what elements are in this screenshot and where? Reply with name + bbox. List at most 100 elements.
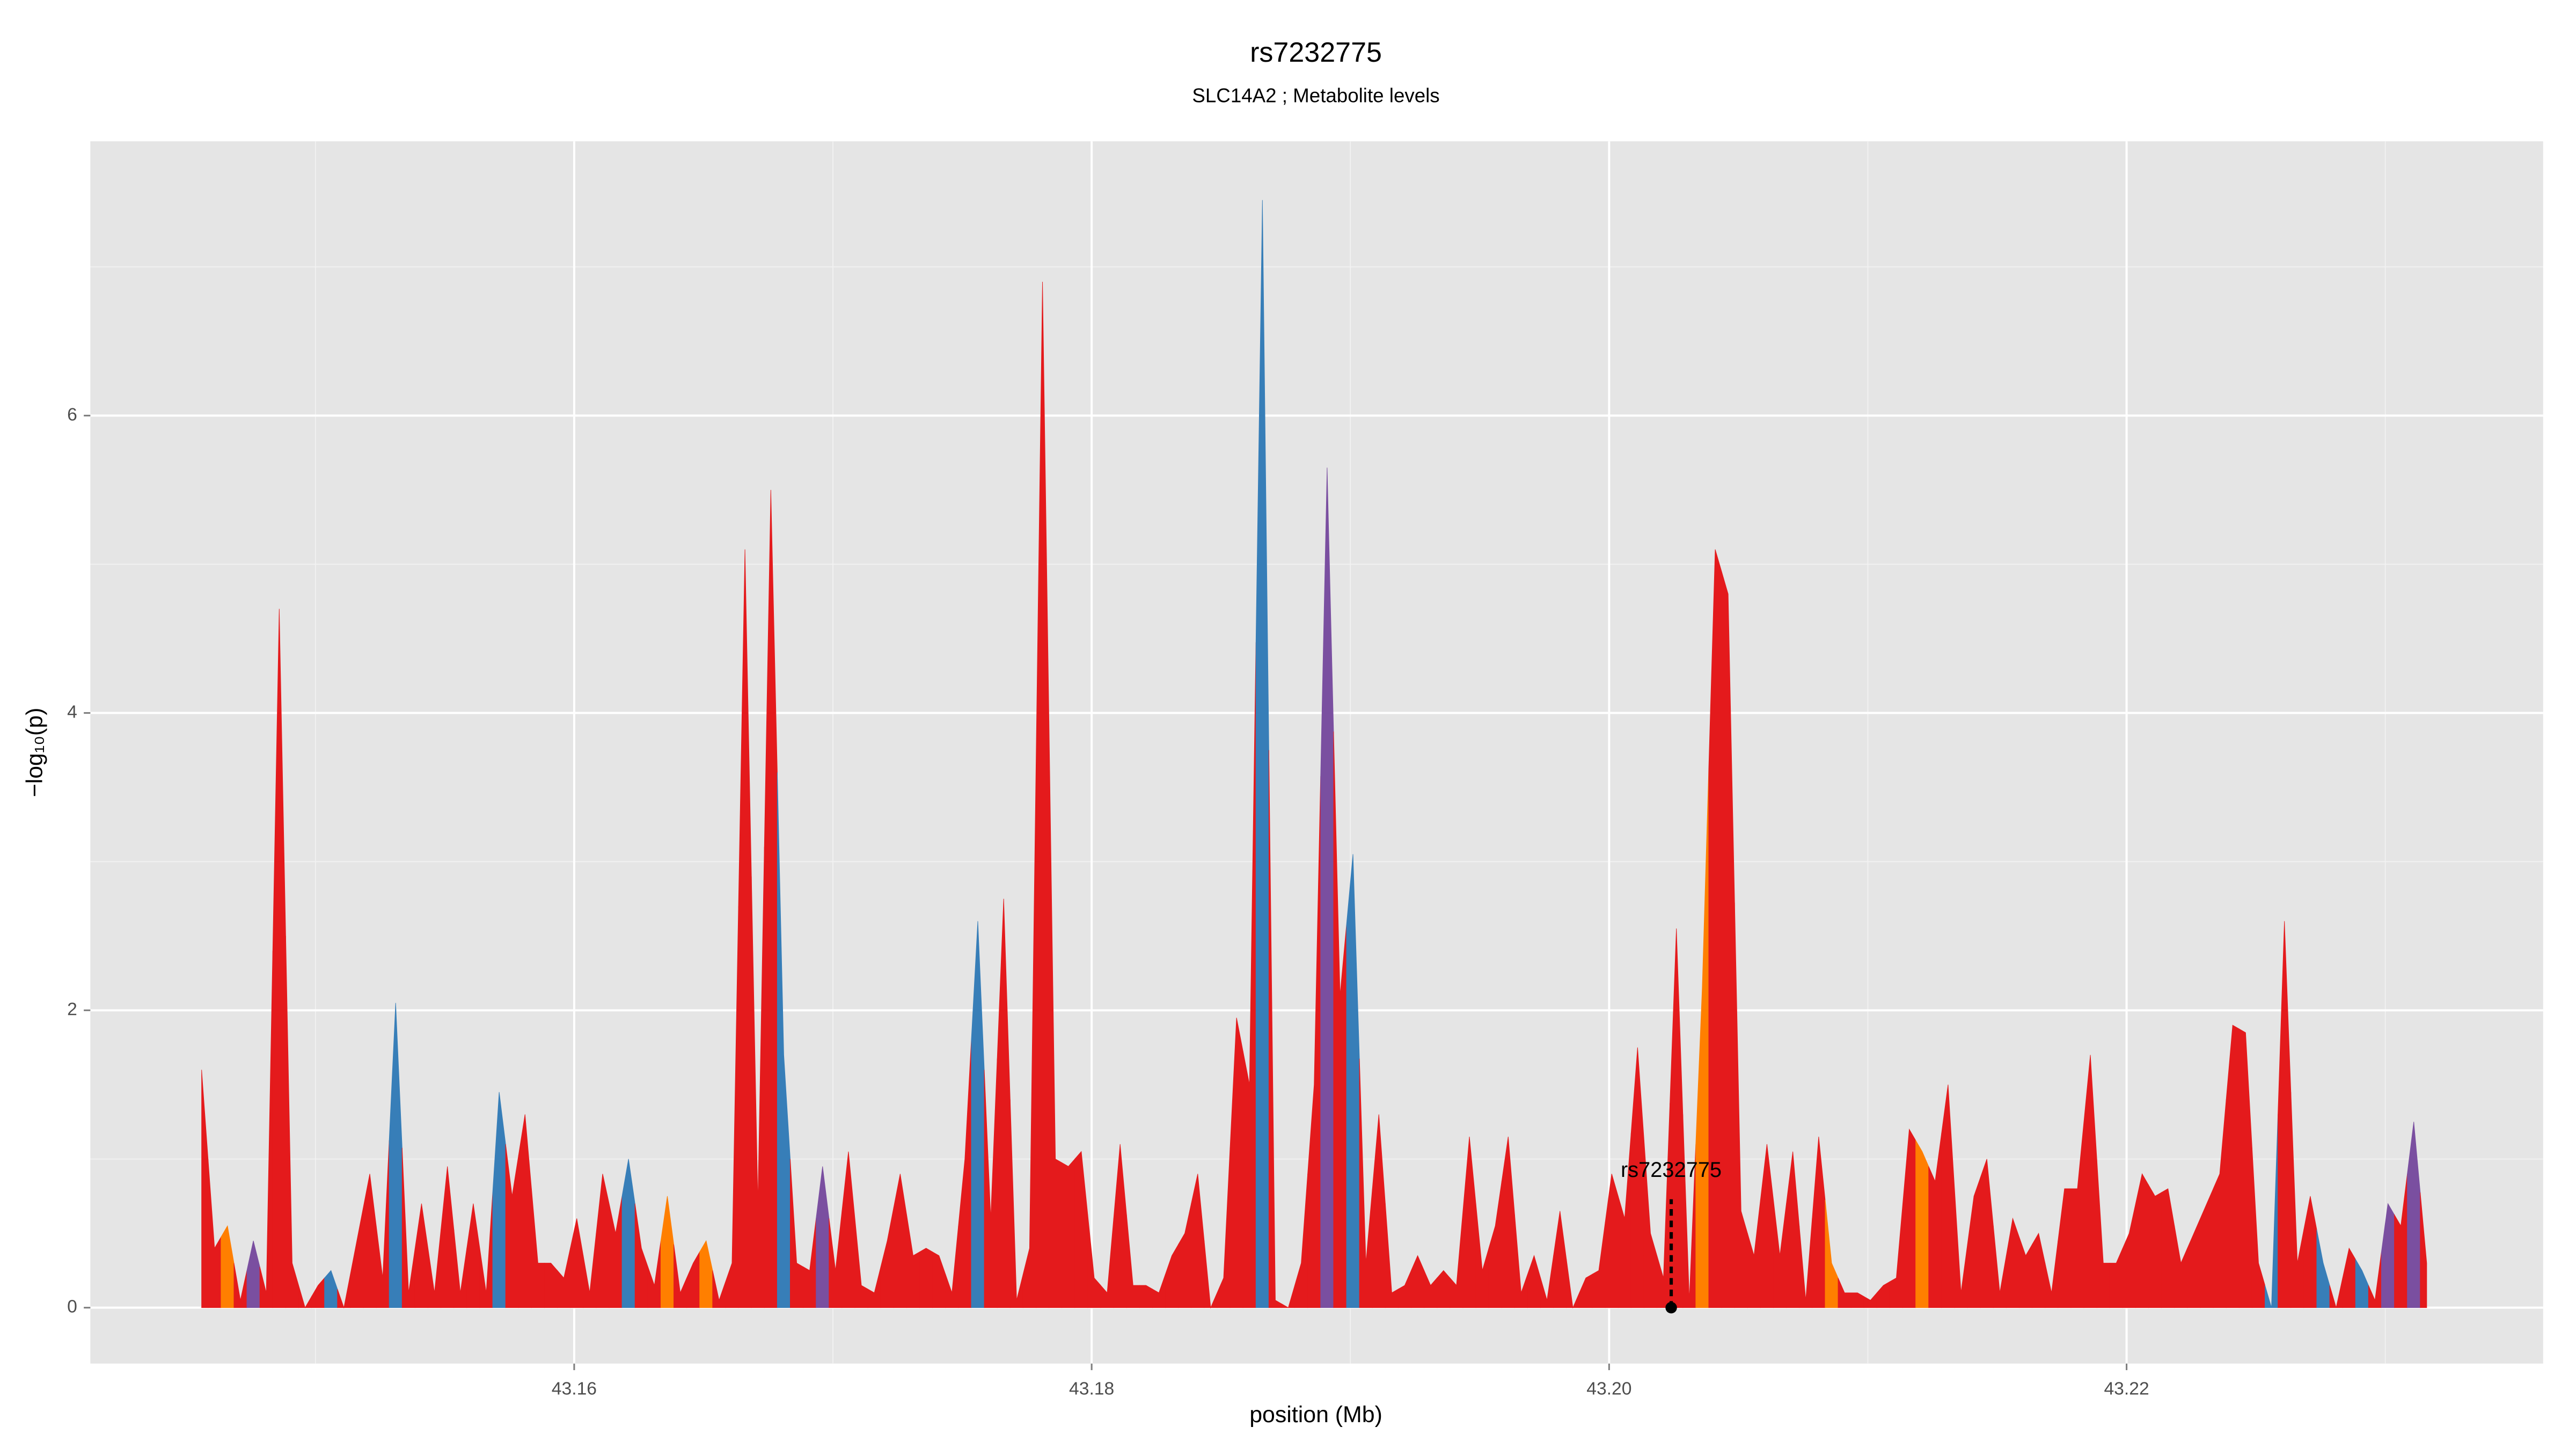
area-segment (2265, 1114, 2279, 1308)
area-segment (466, 1203, 480, 1308)
area-segment (1320, 467, 1334, 1308)
area-segment (2161, 1188, 2175, 1308)
area-segment (2238, 1028, 2252, 1308)
area-segment (453, 1230, 467, 1308)
area-segment (1863, 1292, 1877, 1308)
area-segment (1876, 1281, 1890, 1308)
area-segment (298, 1285, 312, 1308)
area-segment (609, 1196, 623, 1308)
annotation: rs7232775 (1621, 1158, 1722, 1314)
area-segment (1307, 776, 1321, 1308)
area-segment (233, 1263, 247, 1308)
area-segment (2381, 1203, 2395, 1308)
area-segment (1242, 642, 1256, 1308)
area-segment (285, 936, 299, 1308)
area-segment (1630, 1047, 1644, 1308)
area-segment (1462, 1137, 1476, 1308)
area-segment (1359, 1058, 1373, 1308)
area-segment (984, 1058, 998, 1308)
area-segment (1191, 1174, 1205, 1308)
area-segment (880, 1207, 894, 1308)
area-segment (272, 609, 286, 1308)
area-segment (1333, 731, 1347, 1308)
area-segment (2226, 1024, 2240, 1308)
area-segment (376, 1140, 390, 1308)
area-segment (1695, 769, 1709, 1308)
area-segment (1074, 1151, 1088, 1308)
area-segment (570, 1218, 584, 1308)
area-segment (259, 950, 273, 1308)
area-segment (1009, 1099, 1023, 1308)
area-segment (2070, 1122, 2084, 1308)
area-segment (2407, 1122, 2421, 1308)
area-segment (1773, 1199, 1787, 1308)
y-tick-label: 0 (67, 1297, 77, 1317)
area-segment (1488, 1181, 1502, 1308)
area-segment (1475, 1203, 1489, 1308)
area-segment (2342, 1247, 2356, 1308)
area-segment (686, 1251, 700, 1308)
area-segment (1346, 854, 1360, 1308)
area-segment (2290, 1092, 2304, 1308)
area-segment (1618, 1133, 1631, 1308)
area-segment (246, 1240, 260, 1308)
area-segment (1850, 1292, 1864, 1308)
area-segment (544, 1263, 558, 1308)
area-segment (208, 1159, 222, 1308)
area-segment (932, 1251, 946, 1308)
area-segment (2032, 1232, 2046, 1308)
x-tick-label: 43.18 (1069, 1379, 1114, 1399)
area-segment (1514, 1214, 1528, 1308)
area-segment (363, 1174, 377, 1308)
area-segment (1437, 1270, 1451, 1308)
area-segment (829, 1211, 843, 1308)
area-segment (854, 1218, 868, 1308)
area-segment (2355, 1258, 2369, 1308)
area-segment (2019, 1236, 2033, 1308)
area-segment (324, 1270, 338, 1308)
area-segment (2316, 1230, 2330, 1308)
area-segment (596, 1174, 610, 1308)
area-segment (1372, 1114, 1386, 1308)
area-segment (1838, 1278, 1851, 1308)
area-segment (647, 1240, 661, 1308)
area-segment (2329, 1278, 2343, 1308)
area-segment (919, 1248, 933, 1308)
area-segment (428, 1230, 442, 1308)
area-segment (1915, 1139, 1929, 1308)
area-segment (1036, 282, 1050, 1308)
area-segment (1178, 1203, 1192, 1308)
area-segment (1282, 1285, 1296, 1308)
area-segment (1889, 1203, 1904, 1308)
area-segment (1100, 1218, 1114, 1308)
area-segment (337, 1274, 351, 1309)
y-tick-label: 2 (67, 999, 77, 1019)
x-tick-label: 43.22 (2104, 1379, 2149, 1399)
area-segment (751, 846, 765, 1308)
chart-title: rs7232775 (1250, 37, 1382, 68)
area-segment (2109, 1248, 2123, 1308)
area-segment (1941, 1085, 1955, 1308)
area-segment (1799, 1218, 1813, 1308)
area-segment (764, 489, 778, 1308)
area-segment (1087, 1214, 1101, 1308)
area-segment (1592, 1222, 1606, 1308)
area-segment (505, 1144, 519, 1308)
area-segment (518, 1114, 532, 1308)
area-segment (738, 549, 752, 1308)
area-segment (621, 1159, 635, 1308)
area-segment (1049, 720, 1063, 1308)
area-segment (1268, 750, 1282, 1308)
area-segment (1967, 1177, 1981, 1308)
area-segment (1670, 928, 1684, 1308)
area-segment (958, 1040, 972, 1308)
area-segment (1540, 1255, 1554, 1308)
area-segment (712, 1270, 726, 1308)
area-segment (2083, 1055, 2097, 1308)
area-segment (311, 1277, 325, 1308)
x-tick-label: 43.16 (552, 1379, 597, 1399)
area-segment (2148, 1184, 2162, 1308)
area-segment (1424, 1270, 1438, 1308)
area-segment (1954, 1188, 1968, 1308)
